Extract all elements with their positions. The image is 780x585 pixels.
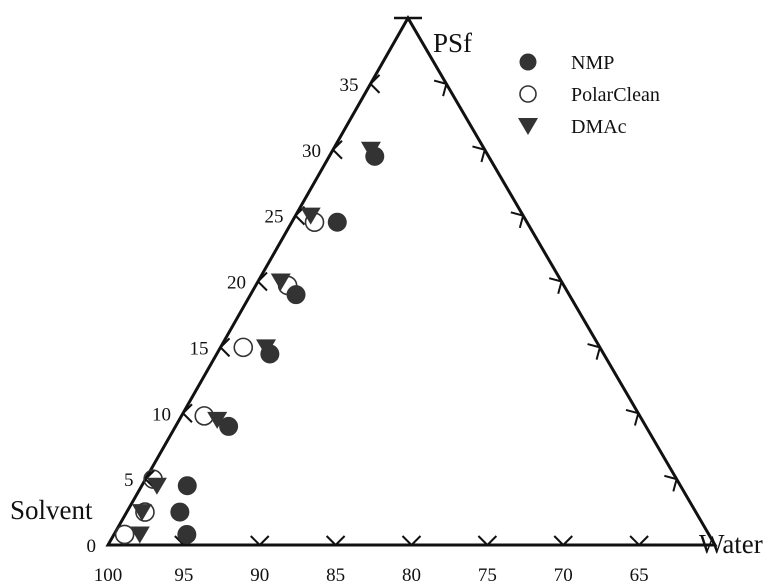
vertex-label-right: Water xyxy=(699,529,763,559)
data-point-nmp xyxy=(177,476,197,496)
psf-tick-label: 25 xyxy=(265,207,284,228)
right-edge-tick xyxy=(587,343,601,360)
left-edge-tick xyxy=(369,74,381,94)
data-point-dmac xyxy=(360,141,381,159)
data-point-nmp xyxy=(327,212,347,232)
solvent-tick-label: 100 xyxy=(94,565,123,585)
bottom-edge-tick xyxy=(477,535,498,546)
legend: NMP PolarClean DMAc xyxy=(518,52,660,138)
psf-tick-label: 35 xyxy=(340,75,359,96)
vertex-label-left: Solvent xyxy=(10,495,93,525)
data-point-polarclean xyxy=(114,524,135,545)
data-point-nmp xyxy=(219,416,239,436)
data-point-dmac xyxy=(256,339,277,357)
psf-tick-label: 15 xyxy=(190,338,209,359)
legend-marker-filled-circle xyxy=(519,53,537,71)
data-point-nmp xyxy=(286,285,306,305)
psf-tick-label: 5 xyxy=(124,470,134,491)
legend-item-nmp: NMP xyxy=(519,52,614,74)
bottom-edge-tick xyxy=(629,535,649,546)
left-edge-tick xyxy=(332,140,343,160)
psf-tick-label: 10 xyxy=(152,404,171,425)
solvent-tick-label: 90 xyxy=(250,565,269,585)
legend-label: NMP xyxy=(571,52,614,74)
legend-item-dmac: DMAc xyxy=(518,116,627,138)
data-point-dmac xyxy=(129,526,150,544)
data-point-dmac xyxy=(131,504,152,522)
data-point-dmac xyxy=(270,273,291,291)
data-point-polarclean xyxy=(233,337,254,358)
solvent-tick-label: 85 xyxy=(326,565,345,585)
legend-marker-triangle-down xyxy=(518,118,538,135)
left-edge-tick xyxy=(182,403,193,423)
data-point-dmac xyxy=(300,207,321,225)
solvent-tick-label: 65 xyxy=(630,565,649,585)
right-edge-tick xyxy=(664,474,678,492)
psf-tick-label: 0 xyxy=(87,536,97,557)
data-point-dmac xyxy=(207,411,228,429)
legend-item-polarclean: PolarClean xyxy=(519,84,660,106)
left-edge-tick xyxy=(257,271,268,292)
solvent-tick-label: 80 xyxy=(402,565,421,585)
solvent-tick-label: 70 xyxy=(554,565,573,585)
data-point-nmp xyxy=(177,524,197,544)
data-point-nmp xyxy=(170,502,190,522)
left-edge-tick xyxy=(219,337,231,358)
bottom-edge-tick xyxy=(553,535,573,546)
psf-tick-label: 30 xyxy=(302,141,321,162)
right-edge-tick xyxy=(625,408,640,426)
legend-label: PolarClean xyxy=(571,84,660,106)
axis-ticks xyxy=(144,74,678,546)
right-edge-tick xyxy=(510,211,525,229)
legend-marker-open-circle xyxy=(519,85,537,103)
bottom-edge-tick xyxy=(250,535,270,546)
bottom-edge-tick xyxy=(401,535,422,546)
axis-tick-labels: 0 5 10 15 20 25 30 35 100 95 90 85 80 75 70 65 xyxy=(87,75,649,585)
vertex-label-top: PSf xyxy=(433,28,472,58)
data-points xyxy=(114,141,385,545)
right-edge-tick xyxy=(433,79,448,97)
data-point-polarclean xyxy=(135,502,155,522)
psf-tick-label: 20 xyxy=(227,273,246,294)
right-edge-tick xyxy=(472,145,486,163)
data-point-dmac xyxy=(146,477,167,495)
bottom-edge-tick xyxy=(325,535,346,546)
right-edge-tick xyxy=(548,277,563,295)
solvent-tick-label: 95 xyxy=(174,565,193,585)
legend-label: DMAc xyxy=(571,116,627,138)
solvent-tick-label: 75 xyxy=(478,565,497,585)
